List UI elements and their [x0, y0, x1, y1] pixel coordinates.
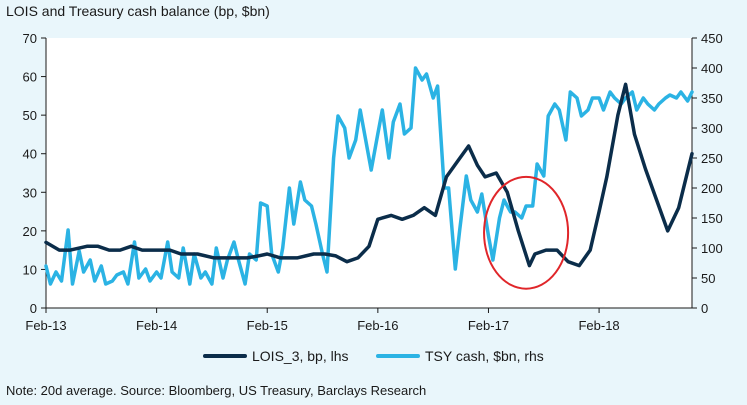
chart-title: LOIS and Treasury cash balance (bp, $bn): [6, 3, 270, 19]
legend-label-lois: LOIS_3, bp, lhs: [252, 348, 349, 364]
y-right-tick-label: 350: [701, 91, 723, 106]
y-left-tick-label: 50: [23, 108, 37, 123]
axes: 0 10 20 30 40 50 60 70 0 50 100 150 200 250 300 350 400 4…: [23, 31, 723, 333]
x-tick-label: Feb-18: [578, 318, 619, 333]
legend-label-tsy: TSY cash, $bn, rhs: [425, 348, 544, 364]
y-left-tick-label: 20: [23, 224, 37, 239]
y-left-tick-label: 60: [23, 70, 37, 85]
series-lines: [44, 66, 694, 286]
y-right-tick-label: 300: [701, 121, 723, 136]
y-right-tick-label: 0: [701, 301, 708, 316]
y-left-tick-label: 70: [23, 31, 37, 46]
highlight-circle: [483, 175, 570, 290]
legend: LOIS_3, bp, lhs TSY cash, $bn, rhs: [203, 348, 544, 364]
y-right-tick-label: 150: [701, 211, 723, 226]
y-left-tick-label: 0: [30, 301, 37, 316]
plot-area: [46, 38, 692, 308]
y-right-tick-label: 50: [701, 271, 715, 286]
x-tick-label: Feb-13: [25, 318, 66, 333]
x-tick-label: Feb-15: [247, 318, 288, 333]
y-left-tick-label: 40: [23, 147, 37, 162]
x-tick-label: Feb-17: [468, 318, 509, 333]
x-tick-label: Feb-14: [136, 318, 177, 333]
x-tick-label: Feb-16: [357, 318, 398, 333]
y-right-tick-label: 450: [701, 31, 723, 46]
y-right-tick-label: 400: [701, 61, 723, 76]
y-left-tick-label: 10: [23, 262, 37, 277]
annotation: [483, 175, 570, 290]
series-line-tsy: [44, 66, 694, 286]
chart-footnote: Note: 20d average. Source: Bloomberg, US…: [6, 383, 427, 398]
y-right-tick-label: 200: [701, 181, 723, 196]
series-line-lois: [44, 82, 694, 268]
y-left-tick-label: 30: [23, 185, 37, 200]
y-right-tick-label: 250: [701, 151, 723, 166]
y-right-tick-label: 100: [701, 241, 723, 256]
